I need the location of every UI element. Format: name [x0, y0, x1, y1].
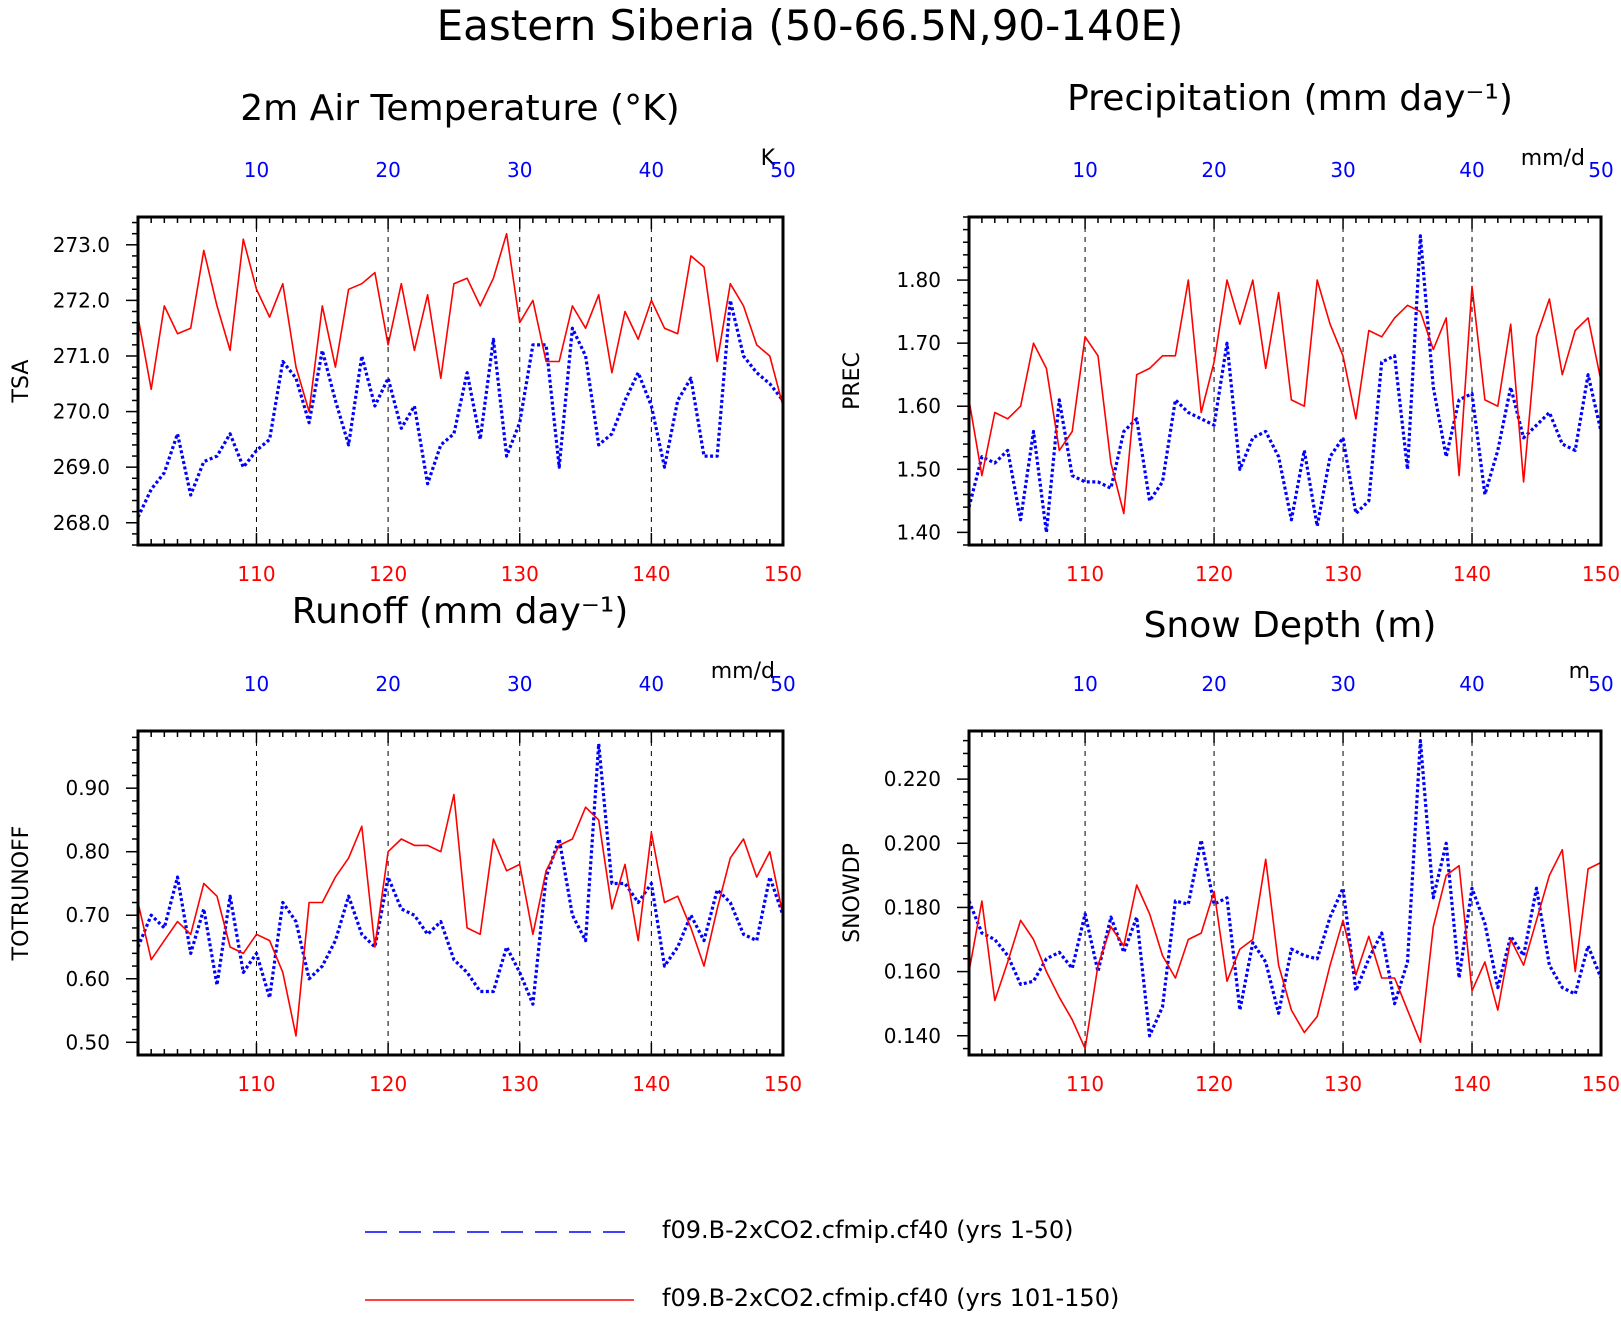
x-top-tick-label: 10 [1072, 672, 1097, 696]
x-tick-label: 150 [764, 562, 802, 586]
x-tick-label: 140 [1453, 1072, 1491, 1096]
series-line-yrs-101-150 [137, 232, 784, 413]
y-tick-label: 1.60 [896, 394, 941, 418]
series-line-yrs-1-50 [136, 298, 785, 518]
x-tick-label: 110 [237, 1072, 275, 1096]
unit-label: mm/d [711, 659, 775, 684]
x-tick-label: 130 [1324, 562, 1362, 586]
plot-frame [967, 729, 1603, 1057]
series-line-yrs-1-50 [967, 234, 1603, 535]
plot-frame [967, 215, 1603, 547]
x-top-tick-label: 40 [639, 158, 664, 182]
panel-title: Precipitation (mm day⁻¹) [1067, 78, 1513, 119]
y-axis-label: SNOWDP [840, 843, 865, 943]
main-title: Eastern Siberia (50-66.5N,90-140E) [437, 1, 1184, 50]
x-tick-label: 120 [369, 562, 407, 586]
legend: f09.B-2xCO2.cfmip.cf40 (yrs 1-50) f09.B-2… [365, 1216, 1119, 1312]
panels: 2m Air Temperature (°K) K TSA 110 120 130 140 1… [9, 78, 1620, 1096]
x-tick-label: 130 [501, 1072, 539, 1096]
y-tick-label: 0.90 [65, 776, 110, 800]
x-top-tick-label: 10 [1072, 158, 1097, 182]
series-line-yrs-1-50 [967, 738, 1603, 1038]
y-axis-label: TSA [9, 360, 34, 404]
y-tick-label: 0.140 [884, 1024, 941, 1048]
y-tick-label: 0.70 [65, 903, 110, 927]
legend-label: f09.B-2xCO2.cfmip.cf40 (yrs 101-150) [662, 1284, 1119, 1312]
x-tick-label: 140 [632, 562, 670, 586]
chart-panel: Precipitation (mm day⁻¹) mm/d PREC 110 120 13… [840, 78, 1620, 586]
series-line-yrs-1-50 [136, 742, 785, 1006]
x-tick-label: 110 [237, 562, 275, 586]
unit-label: m [1569, 659, 1590, 684]
y-tick-label: 1.40 [896, 520, 941, 544]
chart-panel: Snow Depth (m) m SNOWDP 110 120 130 140 150 10 20… [840, 605, 1620, 1096]
x-tick-label: 140 [1453, 562, 1491, 586]
x-top-tick-label: 50 [1588, 158, 1613, 182]
series-line-yrs-101-150 [968, 848, 1602, 1050]
x-top-tick-label: 10 [244, 672, 269, 696]
x-tick-label: 150 [1582, 1072, 1620, 1096]
chart-panel: 2m Air Temperature (°K) K TSA 110 120 130 140 1… [9, 88, 802, 586]
plot-frame [136, 215, 785, 547]
y-tick-label: 1.80 [896, 268, 941, 292]
x-tick-label: 130 [501, 562, 539, 586]
x-tick-label: 150 [764, 1072, 802, 1096]
x-top-tick-label: 50 [1588, 672, 1613, 696]
series-line-yrs-101-150 [137, 793, 784, 1037]
x-tick-label: 110 [1066, 1072, 1104, 1096]
x-tick-label: 120 [1195, 1072, 1233, 1096]
x-tick-label: 140 [632, 1072, 670, 1096]
x-top-tick-label: 20 [1201, 672, 1226, 696]
panel-title: Runoff (mm day⁻¹) [292, 591, 629, 632]
y-tick-label: 269.0 [53, 455, 110, 479]
x-top-tick-label: 10 [244, 158, 269, 182]
x-top-tick-label: 30 [1330, 672, 1355, 696]
x-top-tick-label: 30 [1330, 158, 1355, 182]
y-tick-label: 272.0 [53, 288, 110, 312]
y-tick-label: 268.0 [53, 511, 110, 535]
panel-title: 2m Air Temperature (°K) [240, 88, 679, 129]
y-axis-label: PREC [840, 352, 865, 410]
panel-title: Snow Depth (m) [1144, 605, 1437, 646]
y-tick-label: 0.50 [65, 1030, 110, 1054]
y-tick-label: 271.0 [53, 344, 110, 368]
series-line-yrs-101-150 [968, 279, 1602, 515]
y-tick-label: 273.0 [53, 233, 110, 257]
y-tick-label: 0.220 [884, 767, 941, 791]
legend-label: f09.B-2xCO2.cfmip.cf40 (yrs 1-50) [662, 1216, 1074, 1244]
x-top-tick-label: 30 [507, 672, 532, 696]
y-tick-label: 1.70 [896, 331, 941, 355]
y-tick-label: 0.80 [65, 840, 110, 864]
x-top-tick-label: 30 [507, 158, 532, 182]
chart-panel: Runoff (mm day⁻¹) mm/d TOTRUNOFF 110 120 130 1… [9, 591, 802, 1096]
x-top-tick-label: 20 [1201, 158, 1226, 182]
x-top-tick-label: 50 [770, 158, 795, 182]
x-top-tick-label: 20 [375, 672, 400, 696]
y-tick-label: 1.50 [896, 457, 941, 481]
unit-label: K [761, 146, 776, 171]
x-top-tick-label: 40 [1459, 672, 1484, 696]
plot-frame [136, 729, 785, 1057]
x-tick-label: 150 [1582, 562, 1620, 586]
x-tick-label: 110 [1066, 562, 1104, 586]
unit-label: mm/d [1521, 146, 1585, 171]
x-top-tick-label: 40 [639, 672, 664, 696]
x-tick-label: 130 [1324, 1072, 1362, 1096]
y-tick-label: 0.200 [884, 831, 941, 855]
legend-item: f09.B-2xCO2.cfmip.cf40 (yrs 1-50) [365, 1216, 1074, 1244]
legend-item: f09.B-2xCO2.cfmip.cf40 (yrs 101-150) [365, 1284, 1119, 1312]
y-tick-label: 0.180 [884, 895, 941, 919]
x-top-tick-label: 50 [770, 672, 795, 696]
y-tick-label: 270.0 [53, 400, 110, 424]
x-tick-label: 120 [1195, 562, 1233, 586]
x-tick-label: 120 [369, 1072, 407, 1096]
y-axis-label: TOTRUNOFF [9, 826, 34, 962]
x-top-tick-label: 20 [375, 158, 400, 182]
y-tick-label: 0.60 [65, 967, 110, 991]
x-top-tick-label: 40 [1459, 158, 1484, 182]
y-tick-label: 0.160 [884, 960, 941, 984]
